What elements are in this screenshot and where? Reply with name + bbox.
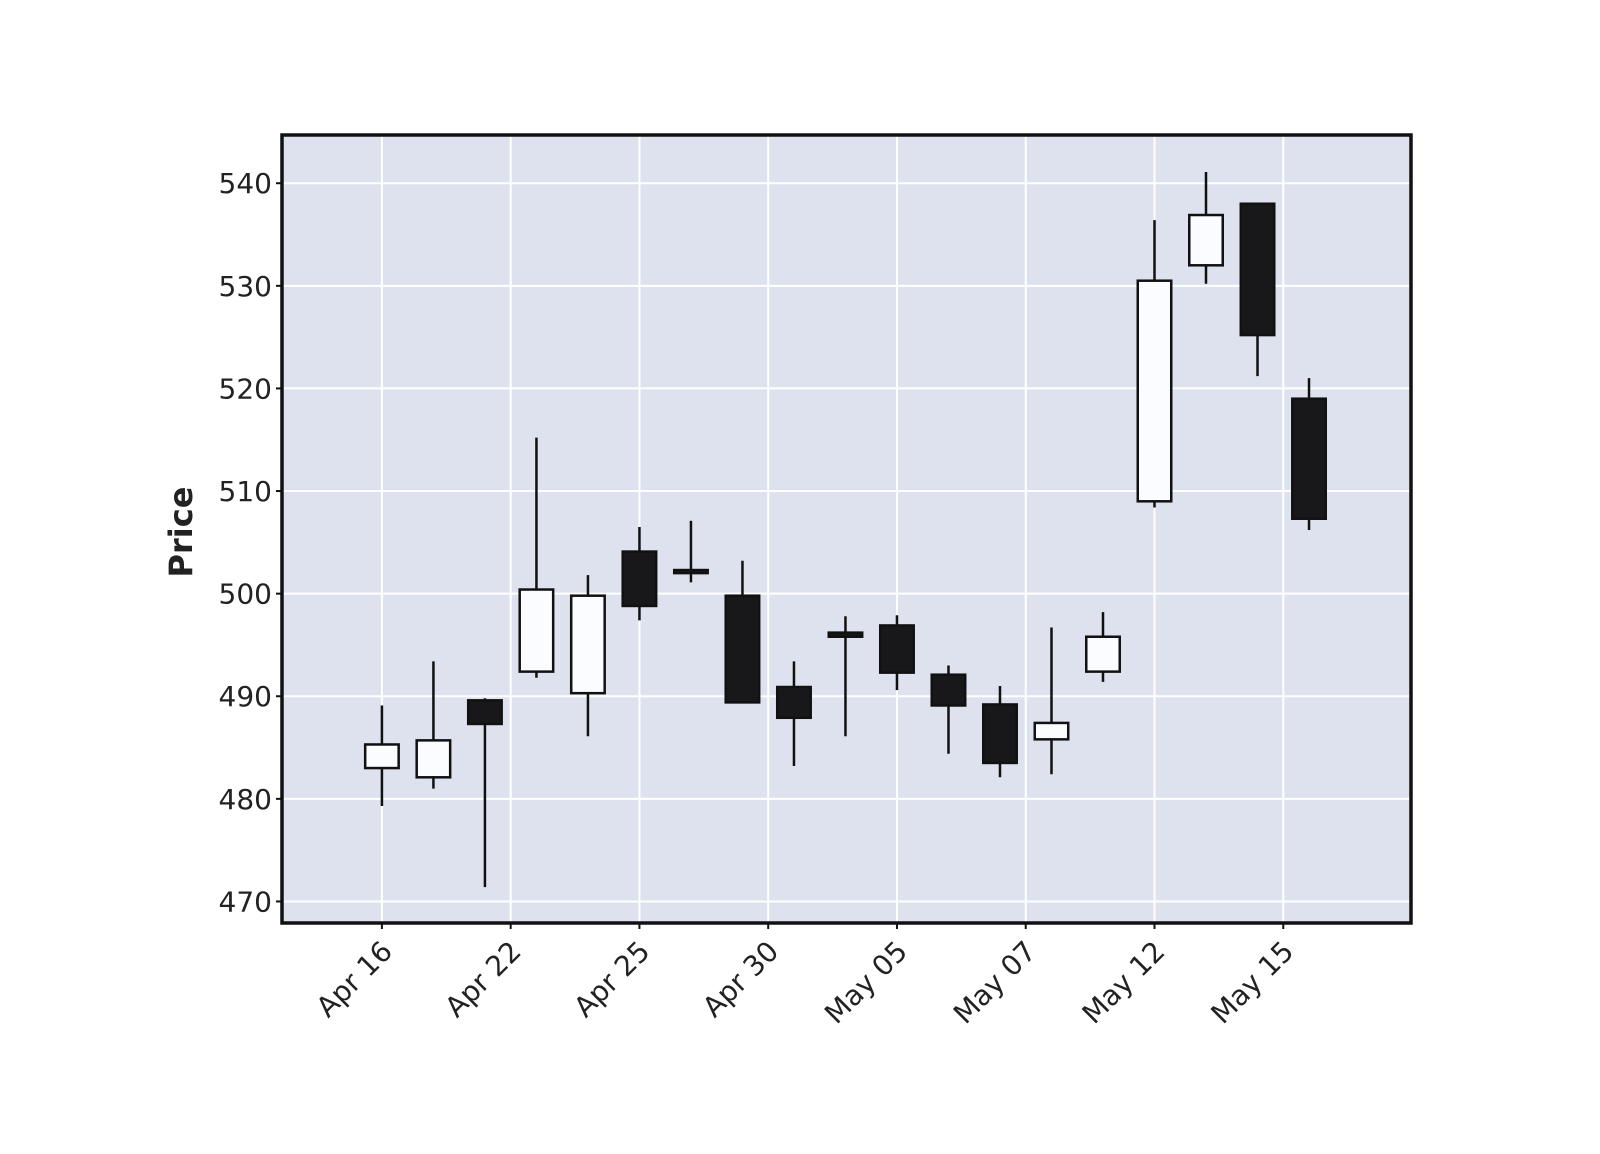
candle-body xyxy=(672,568,709,575)
candle-body xyxy=(981,703,1018,765)
x-tick-label: May 05 xyxy=(818,935,914,1031)
candle-body xyxy=(1136,279,1173,503)
y-tick-label: 530 xyxy=(219,270,272,303)
y-tick-label: 470 xyxy=(219,885,272,918)
candle-body xyxy=(878,624,915,674)
y-tick-label: 490 xyxy=(219,680,272,713)
candle-body xyxy=(775,685,812,720)
x-tick-label: May 12 xyxy=(1076,935,1172,1031)
y-tick-label: 510 xyxy=(219,475,272,508)
x-tick-label: May 07 xyxy=(947,935,1043,1031)
y-tick-label: 520 xyxy=(219,372,272,405)
candle-body xyxy=(621,550,658,608)
candle-body xyxy=(518,588,555,673)
y-axis-label: Price xyxy=(162,487,200,578)
candle-body xyxy=(1188,213,1224,267)
y-tick-label: 500 xyxy=(219,578,272,611)
plot-frame xyxy=(280,133,1413,925)
candle-body xyxy=(724,594,761,704)
candle-body xyxy=(466,699,503,726)
y-tick-label: 480 xyxy=(219,783,272,816)
candle-body xyxy=(1291,397,1328,520)
candle-body xyxy=(1085,635,1121,673)
x-tick-label: Apr 25 xyxy=(567,935,656,1024)
candle-body xyxy=(1033,721,1070,741)
x-tick-label: Apr 30 xyxy=(696,935,785,1024)
y-tick-label: 540 xyxy=(219,167,272,200)
x-tick-label: Apr 16 xyxy=(310,935,399,1024)
candle-body xyxy=(363,743,400,770)
candles xyxy=(363,171,1328,888)
x-tick-label: Apr 22 xyxy=(439,935,528,1024)
candle-body xyxy=(1239,202,1276,337)
x-tick-label: May 15 xyxy=(1204,935,1300,1031)
candle-body xyxy=(930,673,967,707)
candle-body xyxy=(569,594,606,695)
candle-body xyxy=(415,739,452,779)
candle-body xyxy=(827,631,864,638)
